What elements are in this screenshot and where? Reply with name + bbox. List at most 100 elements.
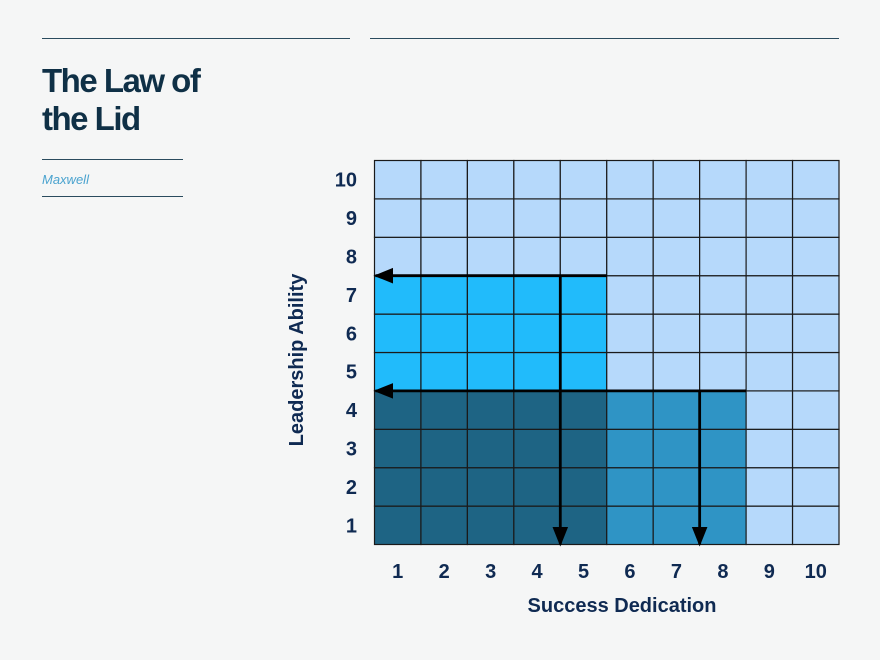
grid-cell <box>513 159 561 200</box>
grid-cell <box>652 505 701 546</box>
grid-cell <box>699 159 747 200</box>
grid-cell <box>559 467 608 507</box>
grid-cell <box>373 313 422 354</box>
grid-cell <box>420 198 469 238</box>
grid-cell <box>420 236 469 277</box>
grid-cell <box>745 428 794 469</box>
x-tick-label: 2 <box>439 561 450 583</box>
grid-cell <box>559 236 608 277</box>
grid-cell <box>606 313 654 354</box>
grid-cell <box>373 505 422 546</box>
grid-cell <box>652 159 701 200</box>
grid-cell <box>745 390 794 430</box>
x-tick-label: 10 <box>805 561 827 583</box>
grid-cell <box>745 275 794 315</box>
grid-cell <box>466 236 515 277</box>
slide-subtitle: Maxwell <box>42 172 89 187</box>
x-tick-label: 5 <box>578 561 589 583</box>
y-tick-label: 5 <box>346 362 357 384</box>
x-tick-label: 6 <box>624 561 635 583</box>
y-tick-label: 6 <box>346 323 357 345</box>
grid-cell <box>420 159 469 200</box>
grid-cell <box>559 313 608 354</box>
subtitle-rule-bottom <box>42 196 183 197</box>
grid-cell <box>373 275 422 315</box>
y-tick-label: 9 <box>346 208 357 230</box>
grid-cell <box>652 390 701 430</box>
grid-cell <box>420 390 469 430</box>
grid-cell <box>559 428 608 469</box>
grid-cell <box>559 275 608 315</box>
grid-cell <box>745 159 794 200</box>
grid-cell <box>513 236 561 277</box>
grid-cell <box>791 428 840 469</box>
grid-cell <box>606 467 654 507</box>
grid-cell <box>652 275 701 315</box>
grid-cell <box>745 467 794 507</box>
grid-cell <box>652 198 701 238</box>
y-tick-label: 3 <box>346 439 357 461</box>
title-line-1: The Law of <box>42 62 201 99</box>
grid-cell <box>606 505 654 546</box>
grid-cell <box>699 198 747 238</box>
grid-cell <box>513 505 561 546</box>
grid-cell <box>513 390 561 430</box>
grid-cell <box>559 505 608 546</box>
grid-cell <box>420 428 469 469</box>
grid-cell <box>745 351 794 392</box>
grid-cell <box>513 467 561 507</box>
grid-cell <box>420 275 469 315</box>
grid-cell <box>420 313 469 354</box>
x-tick-label: 7 <box>671 561 682 583</box>
grid-cell <box>559 390 608 430</box>
y-tick-label: 10 <box>335 170 357 192</box>
grid-cell <box>791 236 840 277</box>
grid-cell <box>699 351 747 392</box>
grid-cell <box>652 351 701 392</box>
top-rule-right <box>370 38 839 39</box>
grid-cell <box>513 428 561 469</box>
y-tick-label: 7 <box>346 285 357 307</box>
grid-cell <box>652 313 701 354</box>
grid-cell <box>373 428 422 469</box>
slide-title: The Law of the Lid <box>42 62 201 138</box>
grid-cell <box>559 351 608 392</box>
subtitle-rule-top <box>42 159 183 160</box>
grid-cell <box>513 351 561 392</box>
grid-cell <box>466 467 515 507</box>
grid-cell <box>373 467 422 507</box>
grid-cell <box>373 198 422 238</box>
top-rule-left <box>42 38 350 39</box>
grid-cell <box>559 198 608 238</box>
grid-cell <box>652 236 701 277</box>
grid-cell <box>373 390 422 430</box>
x-tick-label: 4 <box>532 561 544 583</box>
grid-cell <box>699 505 747 546</box>
grid-cell <box>513 198 561 238</box>
grid-cell <box>606 390 654 430</box>
grid-cell <box>791 467 840 507</box>
y-tick-label: 1 <box>346 515 357 537</box>
grid-cell <box>791 390 840 430</box>
grid-cell <box>420 351 469 392</box>
grid-cell <box>466 275 515 315</box>
y-tick-label: 8 <box>346 247 357 269</box>
grid-cell <box>513 313 561 354</box>
grid-cell <box>373 351 422 392</box>
title-line-2: the Lid <box>42 100 141 137</box>
grid-cell <box>420 467 469 507</box>
grid-cell <box>745 313 794 354</box>
grid-cell <box>466 198 515 238</box>
x-tick-label: 3 <box>485 561 496 583</box>
grid-cell <box>791 313 840 354</box>
grid-cell <box>559 159 608 200</box>
grid-cell <box>745 198 794 238</box>
grid-cell <box>606 198 654 238</box>
y-tick-label: 2 <box>346 477 357 499</box>
grid-cell <box>652 428 701 469</box>
grid-cell <box>791 198 840 238</box>
grid-cell <box>466 313 515 354</box>
grid-cell <box>745 505 794 546</box>
grid-cell <box>699 313 747 354</box>
